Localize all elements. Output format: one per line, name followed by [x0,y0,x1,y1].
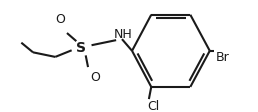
Text: Cl: Cl [148,100,160,112]
Text: S: S [76,41,86,55]
Text: NH: NH [114,28,133,41]
Text: O: O [90,71,100,84]
Text: O: O [55,13,65,26]
Text: Br: Br [216,51,229,64]
